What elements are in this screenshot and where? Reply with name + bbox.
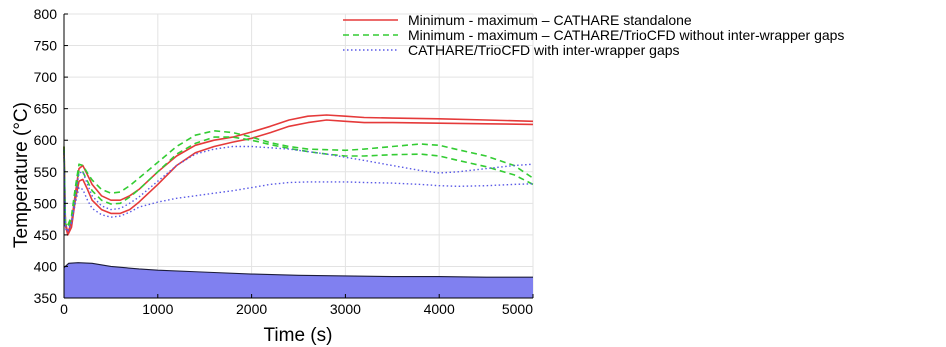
legend: Minimum - maximum – CATHARE standaloneMi… [343,12,844,58]
filled-area-outline [63,262,533,278]
x-tick-label: 5000 [502,301,533,317]
y-tick-label: 750 [34,38,58,54]
series-line-2 [63,119,534,236]
series-line-3 [63,130,534,227]
series-line-4 [63,136,534,229]
legend-label-3: CATHARE/TrioCFD with inter-wrapper gaps [408,42,680,58]
legend-label-1: Minimum - maximum – CATHARE standalone [408,12,692,28]
x-axis-title: Time (s) [264,325,333,346]
y-tick-label: 350 [34,290,58,306]
series-line-6 [63,152,534,233]
y-tick-label: 600 [34,132,58,148]
legend-label-2: Minimum - maximum – CATHARE/TrioCFD with… [408,27,844,43]
y-tick-label: 500 [34,195,58,211]
y-tick-label: 700 [34,69,58,85]
y-tick-label: 550 [34,164,58,180]
y-tick-label: 400 [34,258,58,274]
x-tick-label: 2000 [236,301,267,317]
series-line-5 [63,145,534,231]
y-tick-label: 800 [34,6,58,22]
x-tick-label: 3000 [330,301,361,317]
y-tick-label: 650 [34,101,58,117]
y-tick-label: 450 [34,227,58,243]
y-axis-title: Temperature (°C) [11,102,32,248]
x-tick-label: 0 [60,301,68,317]
x-tick-label: 1000 [142,301,173,317]
x-tick-label: 4000 [424,301,455,317]
plot-area [64,14,533,298]
